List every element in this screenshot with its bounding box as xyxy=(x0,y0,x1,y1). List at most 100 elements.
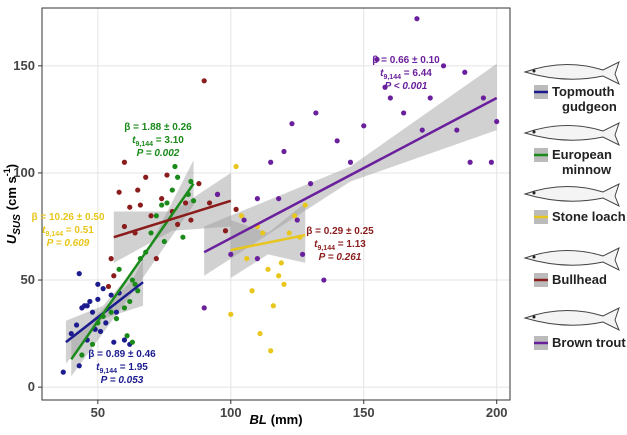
annotation-t-df: 9,144 xyxy=(45,231,63,238)
point xyxy=(313,110,319,116)
point xyxy=(294,217,300,223)
legend-label-line: Topmouth xyxy=(552,84,615,99)
annotation-t: t9,144 = 3.10 xyxy=(132,135,184,148)
point xyxy=(427,95,433,101)
point xyxy=(206,200,213,206)
fish-icon xyxy=(523,247,620,272)
point xyxy=(334,138,340,144)
point xyxy=(401,110,407,116)
point xyxy=(190,198,197,204)
point xyxy=(124,333,130,339)
point xyxy=(135,288,141,294)
point xyxy=(233,206,239,212)
annotation-t-df: 9,144 xyxy=(383,74,401,81)
y-tick-label: 0 xyxy=(28,379,35,394)
point xyxy=(257,330,263,337)
point xyxy=(268,159,274,165)
annotation-beta: β = 0.66 ± 0.10 xyxy=(372,55,440,66)
confidence-band xyxy=(204,63,497,276)
point xyxy=(244,256,250,262)
fish-icon xyxy=(523,122,620,147)
point xyxy=(254,196,260,202)
point xyxy=(116,189,122,195)
fish-eye xyxy=(532,315,536,319)
point xyxy=(127,298,133,305)
annotation-t-df: 9,144 xyxy=(99,368,117,375)
annotation-t-df: 9,144 xyxy=(135,141,153,148)
point xyxy=(76,363,82,369)
plot-border xyxy=(41,7,511,401)
point xyxy=(249,288,255,294)
fish-eye xyxy=(532,255,536,259)
point xyxy=(105,283,112,290)
legend-label: Stone loach xyxy=(552,209,626,224)
point xyxy=(254,256,260,262)
x-tick-label: 50 xyxy=(91,405,105,420)
point xyxy=(289,121,295,127)
annotation-t-value: = 6.44 xyxy=(401,68,432,79)
point xyxy=(268,348,274,354)
legend-label: Brown trout xyxy=(552,335,626,350)
point xyxy=(153,213,159,219)
annotation-beta: β = 1.88 ± 0.26 xyxy=(124,122,192,133)
point xyxy=(153,256,159,262)
y-axis-label-sup: -1 xyxy=(2,168,12,176)
point xyxy=(228,251,234,257)
point xyxy=(467,159,473,165)
point xyxy=(382,84,388,90)
point xyxy=(233,163,239,170)
fit-line xyxy=(70,182,195,361)
point xyxy=(302,202,308,208)
point xyxy=(121,305,128,311)
point xyxy=(164,200,170,206)
fish-eye xyxy=(532,130,536,134)
point xyxy=(238,213,245,219)
point xyxy=(462,69,468,75)
legend-label: European minnow xyxy=(552,147,612,177)
point xyxy=(419,127,425,133)
point xyxy=(161,238,167,245)
y-axis-label-sub: SUS xyxy=(12,214,23,235)
annotation-t-value: = 3.10 xyxy=(153,135,184,146)
point xyxy=(129,339,136,345)
point xyxy=(108,256,114,262)
point xyxy=(265,266,271,272)
point xyxy=(89,341,96,347)
point xyxy=(108,309,114,315)
point xyxy=(100,286,106,292)
point xyxy=(129,277,136,283)
point xyxy=(148,230,154,236)
point xyxy=(414,16,420,22)
x-axis-label: BL (mm) xyxy=(249,412,302,427)
point xyxy=(307,181,314,187)
x-tick-label: 200 xyxy=(486,405,508,420)
x-axis-label-unit: (mm) xyxy=(271,412,303,427)
annotation-t-value: = 1.95 xyxy=(117,362,148,373)
point xyxy=(270,303,276,309)
point xyxy=(68,330,74,337)
annotation-beta: β = 10.26 ± 0.50 xyxy=(31,212,104,223)
point xyxy=(111,339,117,345)
annotation-t: t9,144 = 0.51 xyxy=(42,225,94,238)
point xyxy=(440,63,447,69)
y-axis-label: USUS (cm s-1) xyxy=(2,164,23,244)
point xyxy=(89,309,96,315)
point xyxy=(84,303,90,309)
y-axis-label-unit: (cm s xyxy=(4,176,19,210)
point xyxy=(454,127,460,133)
point xyxy=(361,123,367,129)
point xyxy=(278,260,284,266)
point xyxy=(214,191,221,197)
point xyxy=(494,118,500,125)
legend: Topmouth gudgeon European minnow Stone loach… xyxy=(523,61,626,350)
point xyxy=(175,221,181,227)
legend-label: Topmouth gudgeon xyxy=(552,84,617,114)
point xyxy=(180,234,186,240)
annotation-p: P = 0.053 xyxy=(101,375,144,386)
point xyxy=(116,266,122,272)
point xyxy=(188,217,194,223)
point xyxy=(196,181,202,187)
annotation-t-symbol: t xyxy=(132,135,136,146)
